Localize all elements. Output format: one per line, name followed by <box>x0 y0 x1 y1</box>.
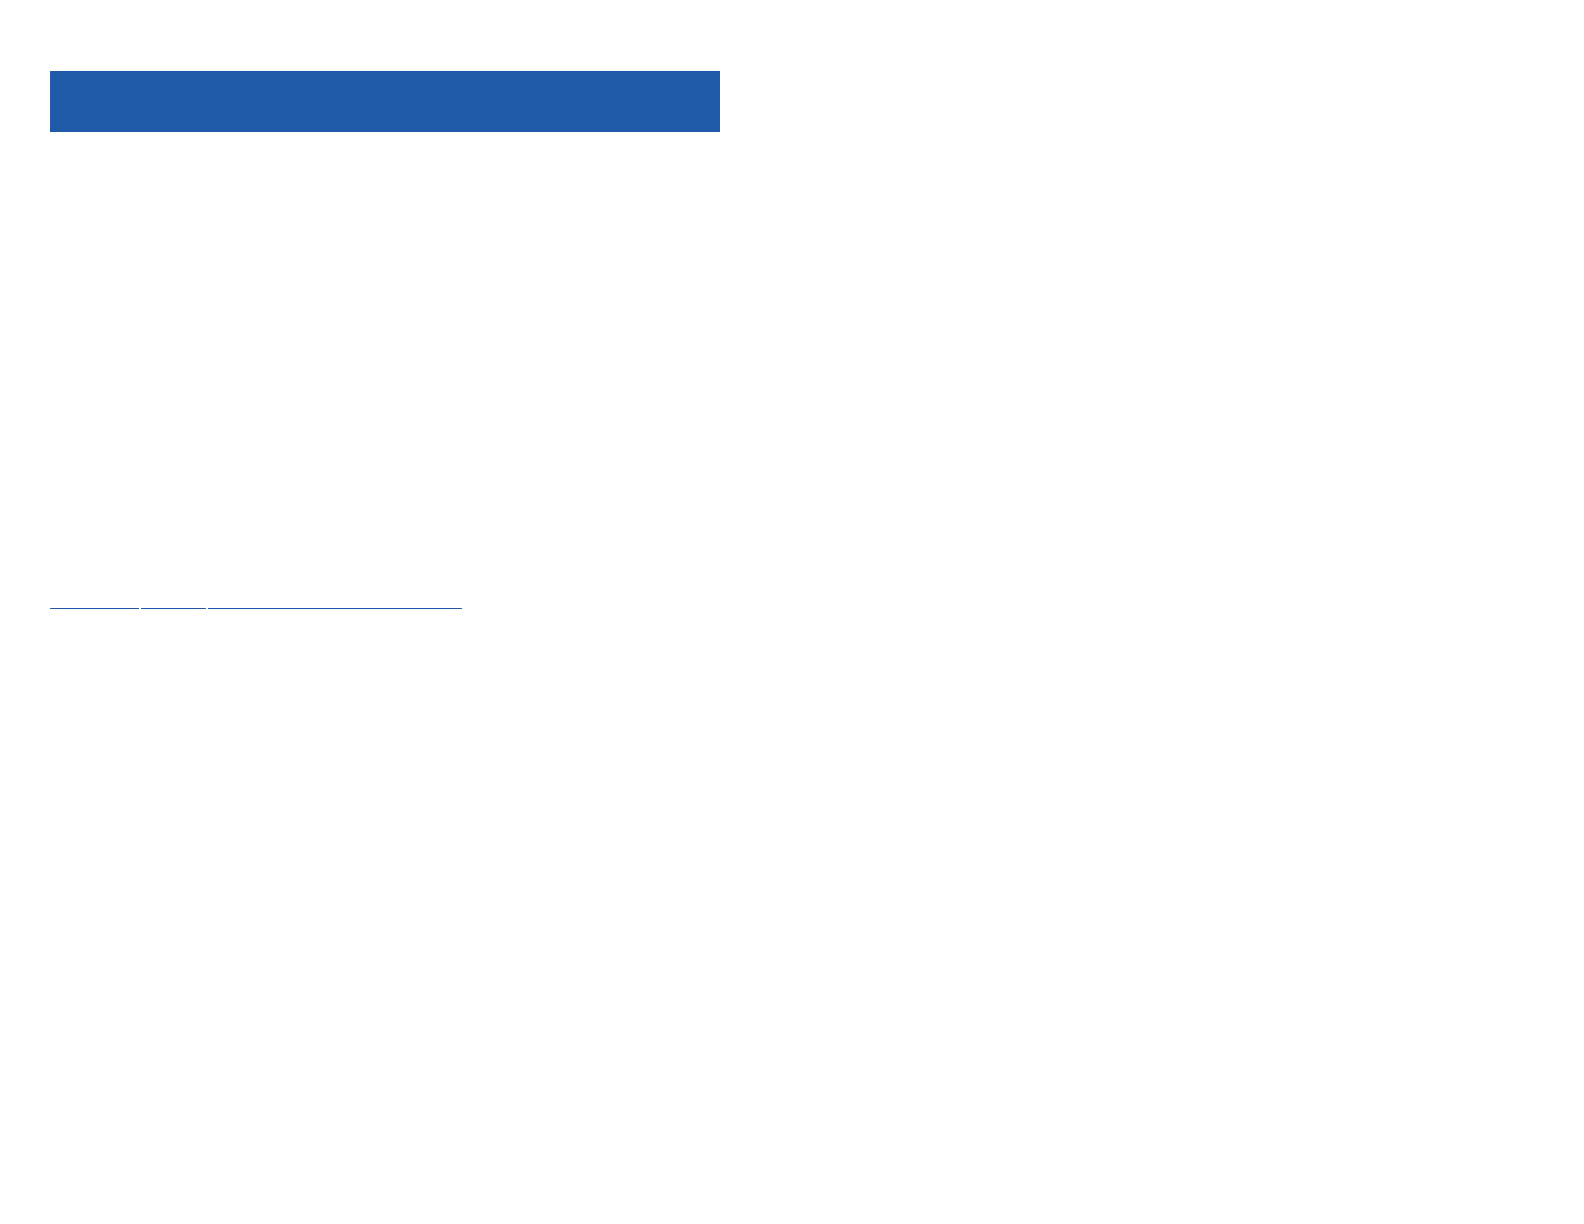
link-underline[interactable] <box>141 608 206 609</box>
header-banner <box>50 71 720 132</box>
link-underline[interactable] <box>50 608 139 609</box>
link-underline[interactable] <box>208 608 462 609</box>
